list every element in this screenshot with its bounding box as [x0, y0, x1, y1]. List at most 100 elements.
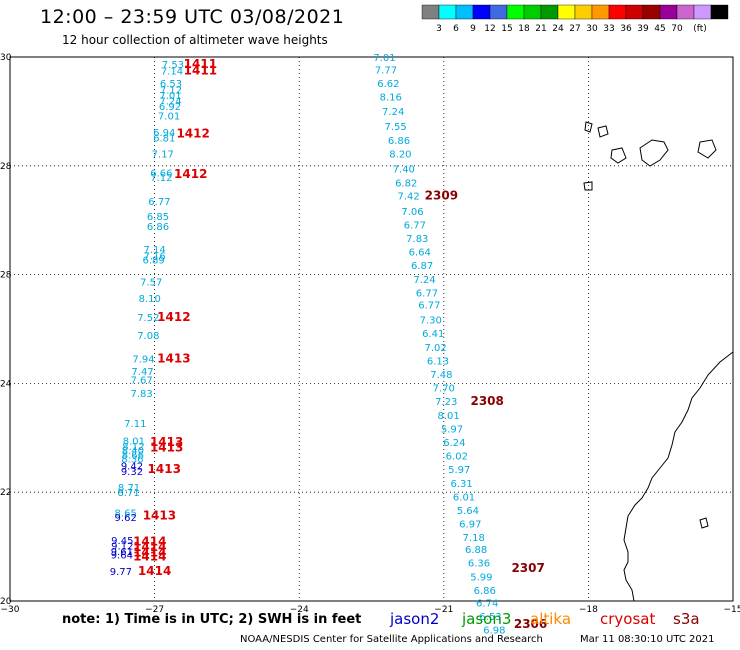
lon-tick-label: −24 [290, 605, 309, 615]
colorbar-swatch [693, 4, 712, 20]
pass-time-label: 1414 [133, 545, 166, 559]
wave-height-value: 5.99 [470, 572, 492, 583]
wave-height-value: 7.83 [406, 234, 428, 245]
wave-height-value: 9.45 [111, 536, 133, 547]
colorbar-swatch [642, 4, 661, 20]
wave-height-value: 7.40 [393, 164, 415, 175]
wave-height-value: 6.77 [404, 220, 426, 231]
wave-height-value: 6.53 [479, 612, 501, 623]
island-outline [597, 125, 609, 138]
wave-height-value: 7.70 [433, 384, 455, 395]
wave-height-value: 6.24 [443, 438, 465, 449]
wave-height-value: 7.12 [160, 85, 182, 96]
page-subtitle: 12 hour collection of altimeter wave hei… [62, 33, 328, 47]
wave-height-value: 9.42 [121, 461, 143, 472]
wave-height-value: 6.02 [446, 452, 468, 463]
pass-time-label: 1413 [157, 352, 190, 366]
wave-height-value: 7.24 [382, 107, 404, 118]
wave-height-value: 7.48 [430, 370, 452, 381]
wave-height-value: 6.41 [422, 329, 444, 340]
colorbar-swatch [489, 4, 508, 20]
lon-tick-label: −21 [434, 605, 453, 615]
wave-height-value: 7.24 [413, 275, 435, 286]
pass-time-label: 1413 [150, 440, 183, 454]
lat-tick-label: 22 [0, 488, 11, 498]
wave-height-value: 7.01 [158, 112, 180, 123]
colorbar-label: 18 [518, 24, 530, 34]
wave-height-value: 7.06 [401, 207, 423, 218]
pass-time-label: 1414 [133, 535, 166, 549]
colorbar-label: 33 [603, 24, 614, 34]
wave-height-value: 6.92 [159, 102, 181, 113]
colorbar-swatch [540, 4, 559, 20]
wave-height-value: 7.30 [420, 316, 442, 327]
wave-height-value: 7.14 [161, 66, 183, 77]
wave-height-value: 6.01 [453, 492, 475, 503]
wave-height-value: 6.64 [409, 248, 431, 259]
wave-height-value: 9.32 [121, 467, 143, 478]
colorbar-swatch [710, 4, 729, 20]
wave-height-value: 7.67 [130, 375, 152, 386]
colorbar-label: 24 [552, 24, 564, 34]
colorbar-swatch [421, 4, 440, 20]
legend-s3a: s3a [673, 610, 700, 628]
footer-timestamp: Mar 11 08:30:10 UTC 2021 [580, 634, 715, 645]
colorbar-unit: (ft) [693, 24, 707, 34]
pass-time-label: 1414 [133, 540, 166, 554]
wave-height-value: 6.87 [411, 261, 433, 272]
legend-altika: altika [530, 610, 572, 628]
wave-height-value: 6.77 [416, 288, 438, 299]
wave-height-value: 7.47 [131, 367, 153, 378]
wave-height-value: 6.94 [153, 128, 175, 139]
wave-height-value: 6.86 [388, 136, 410, 147]
wave-height-value: 7.18 [463, 533, 485, 544]
wave-height-value: 6.88 [465, 545, 487, 556]
wave-height-value: 6.82 [395, 178, 417, 189]
page-title: 12:00 – 23:59 UTC 03/08/2021 [40, 6, 345, 28]
wave-height-value: 6.13 [427, 356, 449, 367]
wave-height-value: 9.61 [111, 547, 133, 558]
wave-height-value: 7.52 [137, 313, 159, 324]
pass-time-label: 2306 [514, 617, 547, 631]
wave-height-value: 6.77 [418, 300, 440, 311]
pass-time-label: 1412 [174, 167, 207, 181]
wave-height-value: 7.94 [132, 355, 154, 366]
colorbar-label: 6 [453, 24, 459, 34]
island-outline [584, 121, 593, 133]
colorbar-swatch [625, 4, 644, 20]
pass-time-label: 2308 [470, 394, 503, 408]
pass-time-label: 1414 [138, 564, 171, 578]
colorbar-swatch [574, 4, 593, 20]
wave-height-value: 7.16 [143, 251, 165, 262]
wave-height-value: 7.83 [130, 389, 152, 400]
wave-height-value: 7.01 [159, 91, 181, 102]
colorbar-swatch [523, 4, 542, 20]
wave-height-value: 6.86 [147, 222, 169, 233]
wave-height-value: 6.74 [476, 598, 498, 609]
pass-time-label: 1413 [143, 508, 176, 522]
colorbar-swatch [472, 4, 491, 20]
colorbar-label: 39 [637, 24, 649, 34]
colorbar-swatch [455, 4, 474, 20]
wave-height-value: 6.66 [150, 169, 172, 180]
wave-height-value: 8.16 [380, 93, 402, 104]
wave-height-value: 5.97 [441, 424, 463, 435]
wave-height-value: 8.66 [122, 450, 144, 461]
colorbar-swatch [608, 4, 627, 20]
lat-tick-label: 24 [0, 379, 12, 389]
island-outline [639, 139, 669, 167]
wave-height-value: 8.36 [121, 454, 143, 465]
colorbar-swatch [438, 4, 457, 20]
footer-note: note: 1) Time is in UTC; 2) SWH is in fe… [62, 612, 362, 627]
wave-height-value: 8.01 [123, 436, 145, 447]
colorbar-label: 45 [654, 24, 665, 34]
colorbar-swatch [506, 4, 525, 20]
wave-height-value: 8.40 [122, 446, 144, 457]
colorbar-label: 30 [586, 24, 598, 34]
colorbar-label: 27 [569, 24, 580, 34]
wave-height-value: 5.97 [448, 465, 470, 476]
wave-height-value: 7.08 [137, 331, 159, 342]
wave-height-value: 6.36 [468, 559, 490, 570]
